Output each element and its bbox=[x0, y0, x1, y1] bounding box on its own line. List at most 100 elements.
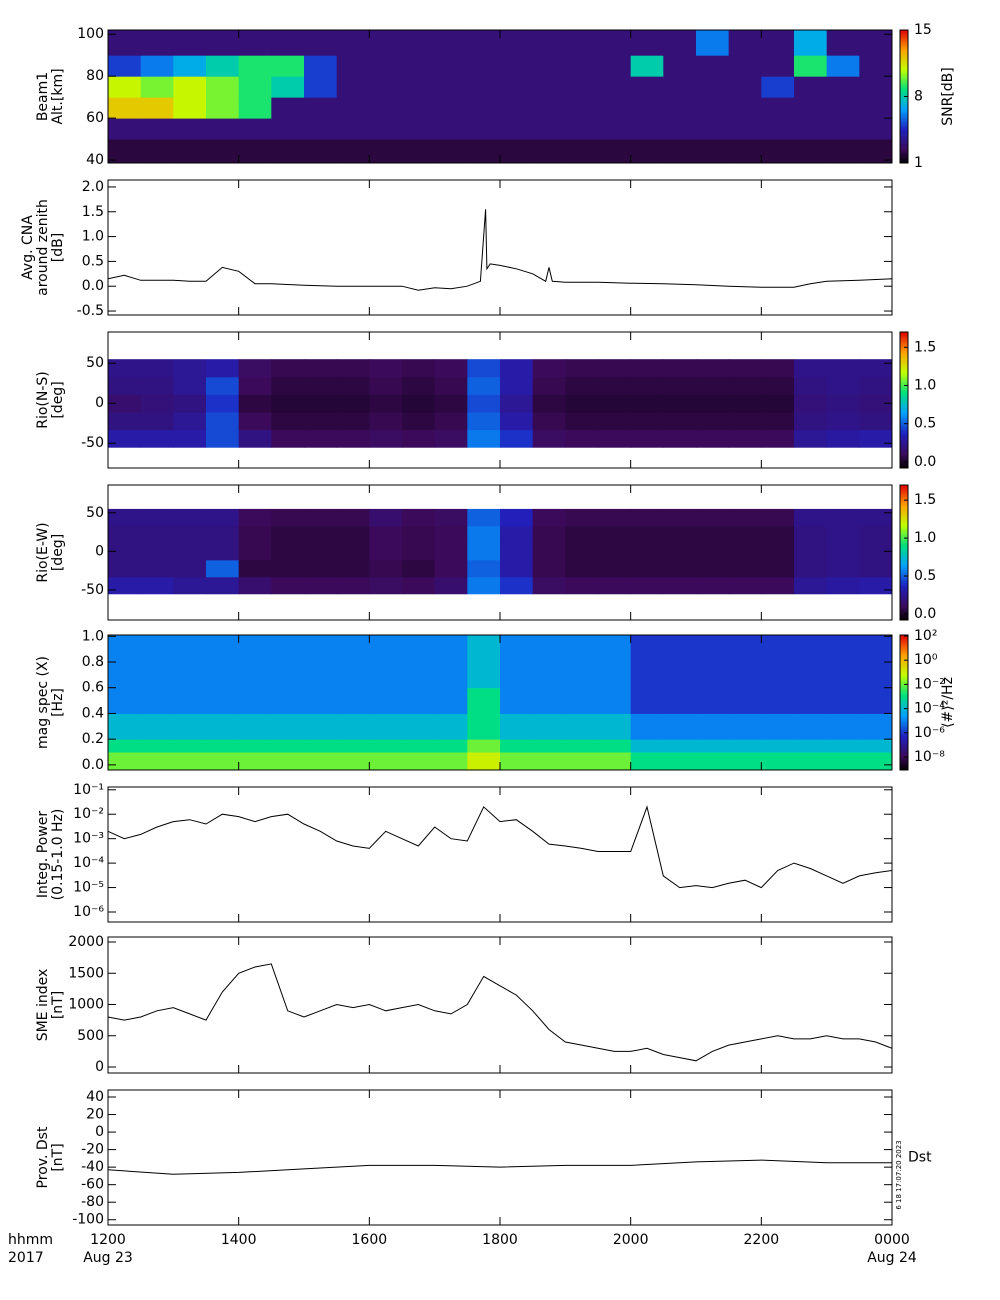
heatmap-cell bbox=[761, 394, 795, 413]
heatmap-cell bbox=[467, 525, 501, 544]
heatmap-cell bbox=[173, 508, 207, 527]
colorbar-tick-label: 10² bbox=[914, 628, 937, 644]
x-tick-label: 1800 bbox=[482, 1232, 518, 1248]
heatmap-cell bbox=[108, 412, 142, 431]
heatmap-cell bbox=[304, 559, 338, 578]
heatmap-cell bbox=[859, 359, 893, 378]
heatmap-cell bbox=[794, 525, 828, 544]
heatmap-cell bbox=[794, 76, 828, 98]
heatmap-cell bbox=[108, 739, 142, 753]
heatmap-cell bbox=[140, 752, 174, 771]
heatmap-cell bbox=[532, 394, 566, 413]
heatmap-cell bbox=[467, 542, 501, 561]
heatmap-cell bbox=[108, 687, 142, 714]
heatmap-cell bbox=[140, 559, 174, 578]
y-axis-label: (0.15-1.0 Hz) bbox=[50, 809, 66, 901]
heatmap-cell bbox=[304, 118, 338, 140]
heatmap-cell bbox=[794, 739, 828, 753]
heatmap-cell bbox=[565, 376, 599, 395]
heatmap-cell bbox=[271, 76, 305, 98]
heatmap-cell bbox=[108, 525, 142, 544]
heatmap-cell bbox=[271, 376, 305, 395]
colorbar-tick-label: 1.0 bbox=[914, 530, 936, 546]
heatmap-cell bbox=[794, 359, 828, 378]
heatmap-cell bbox=[598, 139, 632, 164]
heatmap-cell bbox=[369, 412, 403, 431]
heatmap-cell bbox=[598, 542, 632, 561]
heatmap-cell bbox=[369, 376, 403, 395]
heatmap-cell bbox=[598, 525, 632, 544]
heatmap-cell bbox=[630, 508, 664, 527]
heatmap-cell bbox=[304, 139, 338, 164]
heatmap-cell bbox=[173, 412, 207, 431]
heatmap-cell bbox=[565, 139, 599, 164]
heatmap-cell bbox=[630, 429, 664, 448]
heatmap-cell bbox=[369, 76, 403, 98]
heatmap-cell bbox=[173, 139, 207, 164]
heatmap-cell bbox=[140, 739, 174, 753]
heatmap-cell bbox=[859, 376, 893, 395]
heatmap-cell bbox=[173, 394, 207, 413]
heatmap-cell bbox=[500, 55, 534, 77]
heatmap-cell bbox=[206, 118, 240, 140]
heatmap-cell bbox=[434, 739, 468, 753]
heatmap-cell bbox=[532, 429, 566, 448]
heatmap-cell bbox=[826, 713, 860, 740]
heatmap-cell bbox=[238, 662, 272, 689]
heatmap-cell bbox=[794, 635, 828, 663]
y-tick-label: 0.0 bbox=[82, 757, 104, 773]
heatmap-cell bbox=[238, 739, 272, 753]
heatmap-cell bbox=[728, 97, 762, 119]
y-tick-label: 2000 bbox=[68, 934, 104, 950]
y-tick-label: 0.6 bbox=[82, 680, 104, 696]
heatmap-cell bbox=[663, 508, 697, 527]
heatmap-cell bbox=[173, 429, 207, 448]
heatmap-cell bbox=[696, 508, 730, 527]
heatmap-cell bbox=[402, 635, 436, 663]
heatmap-cell bbox=[467, 30, 501, 56]
heatmap-cell bbox=[728, 118, 762, 140]
heatmap-cell bbox=[434, 752, 468, 771]
heatmap-cell bbox=[140, 576, 174, 595]
heatmap-cell bbox=[304, 359, 338, 378]
heatmap-cell bbox=[467, 662, 501, 689]
heatmap-cell bbox=[630, 30, 664, 56]
heatmap-cell bbox=[434, 55, 468, 77]
heatmap-cell bbox=[500, 662, 534, 689]
heatmap-cell bbox=[532, 752, 566, 771]
heatmap-cell bbox=[271, 55, 305, 77]
heatmap-cell bbox=[206, 55, 240, 77]
heatmap-cell bbox=[108, 576, 142, 595]
heatmap-cell bbox=[369, 508, 403, 527]
heatmap-cell bbox=[728, 576, 762, 595]
heatmap-cell bbox=[565, 30, 599, 56]
heatmap-cell bbox=[500, 97, 534, 119]
heatmap-cell bbox=[402, 55, 436, 77]
colorbar-tick-label: 15 bbox=[914, 22, 932, 38]
heatmap-cell bbox=[630, 376, 664, 395]
heatmap-cell bbox=[402, 752, 436, 771]
y-tick-label: -80 bbox=[81, 1194, 104, 1210]
heatmap-cell bbox=[728, 559, 762, 578]
heatmap-cell bbox=[630, 559, 664, 578]
heatmap-cell bbox=[859, 559, 893, 578]
y-tick-label: 500 bbox=[77, 1028, 104, 1044]
heatmap-cell bbox=[336, 359, 370, 378]
heatmap-cell bbox=[696, 576, 730, 595]
heatmap-cell bbox=[565, 687, 599, 714]
colorbar-label: SNR[dB] bbox=[940, 67, 956, 126]
plot-frame bbox=[107, 1089, 893, 1226]
heatmap-cell bbox=[304, 713, 338, 740]
heatmap-cell bbox=[434, 76, 468, 98]
heatmap-cell bbox=[532, 576, 566, 595]
heatmap-cell bbox=[336, 376, 370, 395]
heatmap-cell bbox=[728, 412, 762, 431]
heatmap-cell bbox=[532, 30, 566, 56]
heatmap-cell bbox=[565, 429, 599, 448]
date-label: Aug 24 bbox=[867, 1250, 917, 1266]
heatmap-cell bbox=[238, 542, 272, 561]
heatmap-cell bbox=[238, 559, 272, 578]
heatmap-cell bbox=[467, 359, 501, 378]
heatmap-cell bbox=[532, 97, 566, 119]
